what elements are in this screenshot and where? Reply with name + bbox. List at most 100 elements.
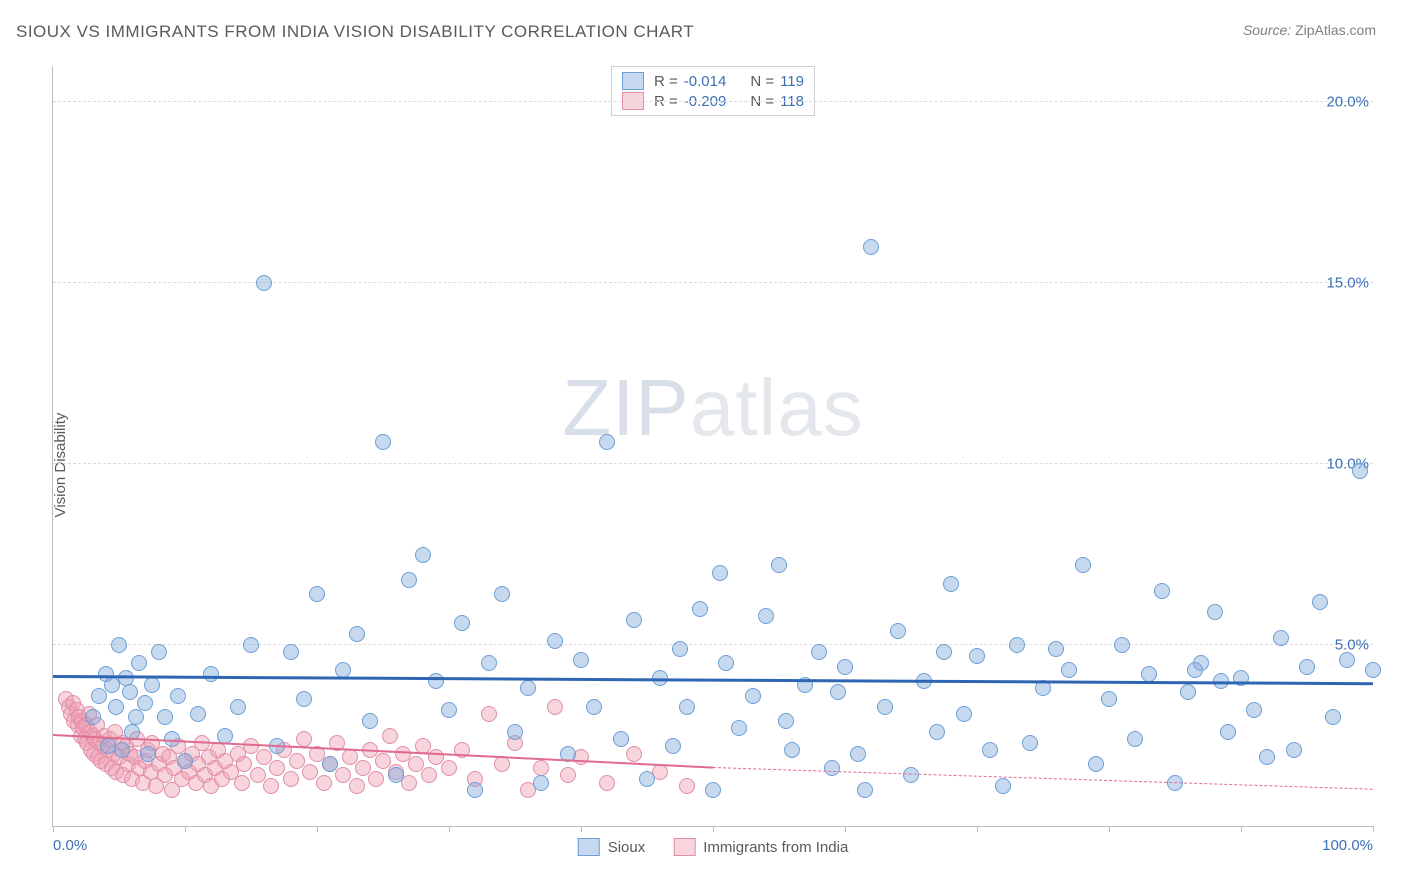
scatter-point-sioux bbox=[1286, 742, 1302, 758]
scatter-point-sioux bbox=[626, 612, 642, 628]
scatter-point-india bbox=[349, 778, 365, 794]
scatter-point-sioux bbox=[731, 720, 747, 736]
scatter-point-sioux bbox=[1061, 662, 1077, 678]
scatter-point-sioux bbox=[256, 275, 272, 291]
scatter-point-sioux bbox=[613, 731, 629, 747]
x-tick-mark bbox=[713, 826, 714, 832]
scatter-point-sioux bbox=[863, 239, 879, 255]
scatter-point-sioux bbox=[230, 699, 246, 715]
scatter-point-sioux bbox=[157, 709, 173, 725]
legend-label: Immigrants from India bbox=[703, 839, 848, 856]
scatter-point-sioux bbox=[428, 673, 444, 689]
scatter-point-sioux bbox=[1246, 702, 1262, 718]
x-tick-mark bbox=[1241, 826, 1242, 832]
scatter-point-sioux bbox=[144, 677, 160, 693]
scatter-point-sioux bbox=[441, 702, 457, 718]
scatter-point-sioux bbox=[745, 688, 761, 704]
scatter-point-sioux bbox=[131, 655, 147, 671]
scatter-point-sioux bbox=[969, 648, 985, 664]
series-legend: SiouxImmigrants from India bbox=[578, 838, 849, 856]
scatter-point-sioux bbox=[177, 753, 193, 769]
scatter-point-sioux bbox=[283, 644, 299, 660]
scatter-point-sioux bbox=[1339, 652, 1355, 668]
scatter-point-sioux bbox=[401, 572, 417, 588]
scatter-point-sioux bbox=[85, 709, 101, 725]
scatter-point-india bbox=[234, 775, 250, 791]
scatter-point-sioux bbox=[388, 767, 404, 783]
scatter-point-sioux bbox=[533, 775, 549, 791]
scatter-point-sioux bbox=[929, 724, 945, 740]
scatter-point-india bbox=[441, 760, 457, 776]
scatter-point-sioux bbox=[1101, 691, 1117, 707]
scatter-point-sioux bbox=[718, 655, 734, 671]
watermark-atlas: atlas bbox=[690, 363, 864, 452]
scatter-point-sioux bbox=[91, 688, 107, 704]
legend-swatch bbox=[578, 838, 600, 856]
x-tick-mark bbox=[185, 826, 186, 832]
scatter-point-sioux bbox=[217, 728, 233, 744]
trend-line-blue bbox=[53, 675, 1373, 685]
source-label: Source: bbox=[1243, 22, 1291, 38]
gridline bbox=[53, 101, 1373, 102]
x-tick-mark bbox=[449, 826, 450, 832]
scatter-point-sioux bbox=[454, 615, 470, 631]
scatter-point-sioux bbox=[830, 684, 846, 700]
scatter-point-sioux bbox=[322, 756, 338, 772]
gridline bbox=[53, 282, 1373, 283]
scatter-point-sioux bbox=[758, 608, 774, 624]
scatter-point-sioux bbox=[1352, 463, 1368, 479]
scatter-point-sioux bbox=[243, 637, 259, 653]
scatter-point-india bbox=[679, 778, 695, 794]
scatter-point-sioux bbox=[151, 644, 167, 660]
scatter-point-sioux bbox=[679, 699, 695, 715]
scatter-point-sioux bbox=[1075, 557, 1091, 573]
scatter-point-sioux bbox=[507, 724, 523, 740]
scatter-point-sioux bbox=[712, 565, 728, 581]
x-tick-mark bbox=[977, 826, 978, 832]
legend-n-value: 119 bbox=[780, 73, 804, 90]
scatter-point-sioux bbox=[1154, 583, 1170, 599]
scatter-point-india bbox=[296, 731, 312, 747]
scatter-point-india bbox=[481, 706, 497, 722]
scatter-point-sioux bbox=[771, 557, 787, 573]
plot-area: ZIPatlas R =-0.014N =119R =-0.209N =118 … bbox=[52, 66, 1373, 827]
scatter-point-sioux bbox=[1220, 724, 1236, 740]
scatter-point-sioux bbox=[672, 641, 688, 657]
scatter-point-sioux bbox=[1259, 749, 1275, 765]
scatter-point-sioux bbox=[599, 434, 615, 450]
scatter-point-sioux bbox=[778, 713, 794, 729]
scatter-point-sioux bbox=[494, 586, 510, 602]
scatter-point-sioux bbox=[362, 713, 378, 729]
chart-title: SIOUX VS IMMIGRANTS FROM INDIA VISION DI… bbox=[16, 22, 694, 42]
scatter-point-sioux bbox=[1114, 637, 1130, 653]
scatter-point-sioux bbox=[1273, 630, 1289, 646]
scatter-point-sioux bbox=[1325, 709, 1341, 725]
scatter-point-india bbox=[368, 771, 384, 787]
scatter-point-sioux bbox=[1088, 756, 1104, 772]
chart-container: Vision Disability ZIPatlas R =-0.014N =1… bbox=[0, 60, 1406, 870]
scatter-point-sioux bbox=[943, 576, 959, 592]
scatter-point-sioux bbox=[850, 746, 866, 762]
scatter-point-sioux bbox=[1312, 594, 1328, 610]
scatter-point-india bbox=[560, 767, 576, 783]
legend-r-label: R = bbox=[654, 73, 678, 90]
x-tick-mark bbox=[53, 826, 54, 832]
scatter-point-sioux bbox=[481, 655, 497, 671]
x-tick-mark bbox=[1373, 826, 1374, 832]
scatter-point-sioux bbox=[122, 684, 138, 700]
scatter-point-sioux bbox=[415, 547, 431, 563]
scatter-point-sioux bbox=[190, 706, 206, 722]
scatter-point-sioux bbox=[296, 691, 312, 707]
scatter-point-sioux bbox=[665, 738, 681, 754]
scatter-point-sioux bbox=[956, 706, 972, 722]
legend-swatch bbox=[622, 72, 644, 90]
trend-line-pink bbox=[713, 767, 1373, 790]
gridline bbox=[53, 463, 1373, 464]
scatter-point-india bbox=[382, 728, 398, 744]
source-value: ZipAtlas.com bbox=[1295, 22, 1376, 38]
scatter-point-sioux bbox=[114, 742, 130, 758]
scatter-point-sioux bbox=[811, 644, 827, 660]
scatter-point-sioux bbox=[547, 633, 563, 649]
x-axis-label-min: 0.0% bbox=[53, 837, 87, 854]
source-attribution: Source: ZipAtlas.com bbox=[1243, 22, 1376, 38]
